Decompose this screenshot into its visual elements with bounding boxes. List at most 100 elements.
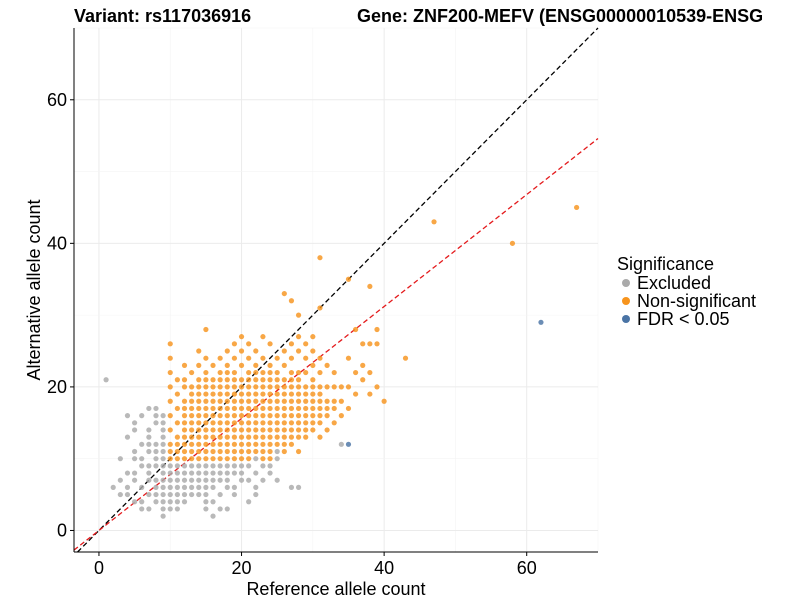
data-point: [196, 413, 202, 419]
data-point: [139, 484, 145, 490]
data-point: [224, 456, 230, 462]
data-point: [160, 420, 166, 426]
data-point: [160, 477, 166, 483]
data-point: [238, 405, 245, 412]
data-point: [210, 398, 216, 404]
data-point: [174, 420, 180, 426]
data-point: [331, 405, 337, 412]
data-point: [196, 348, 202, 354]
data-point: [224, 384, 230, 390]
data-point: [238, 413, 245, 419]
legend-swatch-non-significant: [622, 297, 630, 305]
data-point: [303, 413, 309, 419]
data-point: [253, 427, 259, 433]
series-excluded: [103, 377, 344, 519]
data-point: [274, 355, 280, 361]
data-point: [217, 491, 223, 498]
data-point: [124, 484, 131, 490]
data-point: [295, 377, 302, 383]
data-point: [131, 448, 138, 455]
data-point: [231, 456, 238, 462]
data-point: [217, 384, 223, 390]
data-point: [317, 305, 323, 311]
legend-item-excluded: Excluded: [622, 273, 711, 293]
data-point: [196, 463, 202, 469]
data-point: [160, 470, 166, 476]
data-point: [238, 384, 245, 390]
data-point: [160, 499, 166, 505]
data-point: [295, 420, 302, 426]
data-point: [203, 391, 209, 397]
data-point: [181, 491, 188, 498]
data-point: [295, 391, 302, 397]
data-point: [246, 420, 252, 426]
data-point: [210, 391, 216, 397]
data-point: [181, 434, 188, 440]
data-point: [196, 456, 202, 462]
data-point: [203, 434, 209, 440]
data-point: [246, 341, 252, 347]
data-point: [181, 377, 188, 383]
data-point: [310, 420, 316, 426]
data-point: [267, 427, 273, 433]
data-point: [253, 384, 259, 390]
data-point: [210, 456, 216, 462]
data-point: [224, 441, 230, 447]
x-axis-title: Reference allele count: [246, 579, 425, 599]
data-point: [203, 491, 209, 498]
data-point: [231, 420, 238, 426]
data-point: [238, 377, 245, 383]
data-point: [381, 398, 387, 404]
data-point: [160, 456, 166, 462]
data-point: [295, 427, 302, 433]
data-point: [224, 427, 230, 433]
legend-swatch-excluded: [622, 279, 630, 287]
data-point: [217, 420, 223, 426]
data-point: [360, 341, 366, 347]
data-point: [246, 398, 252, 404]
data-point: [210, 513, 216, 519]
data-point: [203, 463, 209, 469]
data-point: [288, 413, 295, 419]
data-point: [167, 398, 173, 404]
data-point: [281, 290, 287, 297]
data-point: [224, 362, 230, 368]
data-point: [253, 420, 259, 426]
data-point: [310, 405, 316, 412]
legend-swatch-fdr: [622, 315, 630, 323]
data-point: [203, 326, 209, 333]
data-point: [224, 413, 230, 419]
data-point: [324, 427, 330, 433]
data-point: [274, 384, 280, 390]
data-point: [167, 477, 173, 483]
data-point: [253, 470, 259, 476]
data-point: [246, 405, 252, 412]
data-point: [167, 499, 173, 505]
data-point: [288, 298, 295, 304]
data-point: [196, 477, 202, 483]
data-point: [288, 377, 295, 383]
y-tick-label: 20: [47, 377, 67, 397]
data-point: [295, 484, 302, 490]
data-point: [238, 398, 245, 404]
data-point: [174, 448, 180, 455]
data-point: [131, 427, 138, 433]
data-point: [288, 341, 295, 347]
data-point: [181, 470, 188, 476]
data-point: [310, 377, 316, 383]
series-fdr-0-05: [345, 319, 544, 447]
data-point: [224, 377, 230, 383]
data-point: [281, 420, 287, 426]
data-point: [353, 369, 359, 376]
data-point: [203, 470, 209, 476]
data-point: [160, 506, 166, 512]
data-point: [295, 405, 302, 412]
data-point: [189, 484, 195, 490]
data-point: [324, 384, 330, 390]
data-point: [303, 405, 309, 412]
x-tick-label: 40: [374, 558, 394, 578]
data-point: [196, 434, 202, 440]
data-point: [317, 369, 323, 376]
data-point: [174, 470, 180, 476]
